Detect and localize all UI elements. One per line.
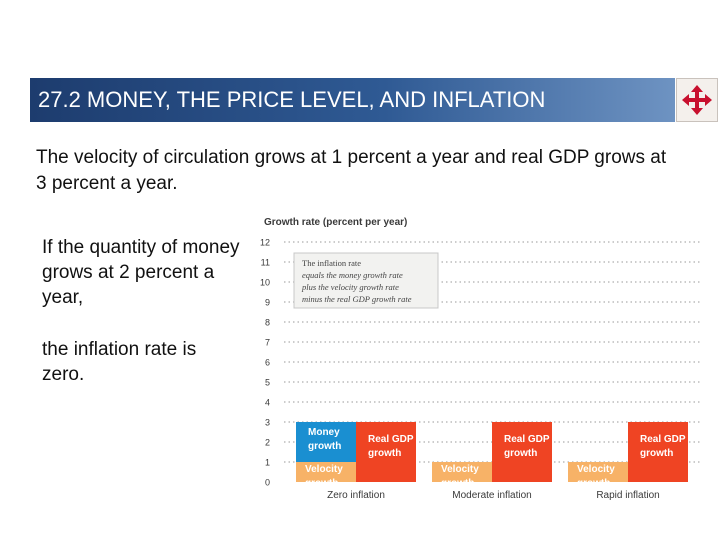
bar-money-growth xyxy=(296,422,356,462)
category-label: Rapid inflation xyxy=(596,490,659,501)
bar-label-velocity: Velocity xyxy=(305,464,343,475)
bar-real-gdp-growth xyxy=(356,422,416,482)
y-tick-label: 1 xyxy=(265,458,270,468)
bar-label-money: growth xyxy=(308,441,341,452)
move-arrows-icon[interactable] xyxy=(676,78,718,122)
y-tick-label: 6 xyxy=(265,358,270,368)
y-tick-label: 12 xyxy=(260,238,270,248)
bar-label-real-gdp: growth xyxy=(504,448,537,459)
bar-label-velocity: Velocity xyxy=(577,464,615,475)
annotation-box xyxy=(293,252,439,309)
bar-label-real-gdp: Real GDP xyxy=(368,434,414,445)
y-tick-label: 11 xyxy=(261,258,270,268)
bar-label-velocity: growth xyxy=(441,478,474,489)
growth-rate-chart: Growth rate (percent per year)0123456789… xyxy=(260,217,702,501)
y-tick-label: 9 xyxy=(265,298,270,308)
annotation-line: equals the money growth rate xyxy=(302,270,403,280)
annotation-line: plus the velocity growth rate xyxy=(301,282,399,292)
bar-label-real-gdp: growth xyxy=(640,448,673,459)
bar-label-velocity: growth xyxy=(305,478,338,489)
bar-velocity-growth xyxy=(568,462,628,482)
y-tick-label: 2 xyxy=(265,438,270,448)
y-tick-label: 7 xyxy=(265,338,270,348)
slide-title: 27.2 MONEY, THE PRICE LEVEL, AND INFLATI… xyxy=(30,78,675,122)
side-text-inflation-result: the inflation rate is zero. xyxy=(42,339,197,385)
annotation-line: minus the real GDP growth rate xyxy=(302,294,412,304)
y-tick-label: 10 xyxy=(260,278,270,288)
y-tick-label: 3 xyxy=(265,418,270,428)
category-label: Moderate inflation xyxy=(452,490,532,501)
annotation-line: The inflation rate xyxy=(302,258,361,268)
y-tick-label: 5 xyxy=(265,378,270,388)
intro-text: The velocity of circulation grows at 1 p… xyxy=(36,147,667,194)
side-text-money-growth: If the quantity of money grows at 2 perc… xyxy=(42,237,240,308)
category-label: Zero inflation xyxy=(327,490,385,501)
y-tick-label: 8 xyxy=(265,318,270,328)
y-axis-title: Growth rate (percent per year) xyxy=(264,217,407,228)
bar-velocity-growth xyxy=(432,462,492,482)
bar-velocity-growth xyxy=(296,462,356,482)
y-tick-label: 0 xyxy=(265,478,270,488)
bar-real-gdp-growth xyxy=(492,422,552,482)
bar-real-gdp-growth xyxy=(628,422,688,482)
bar-label-velocity: Velocity xyxy=(441,464,479,475)
bar-label-real-gdp: growth xyxy=(368,448,401,459)
bar-label-real-gdp: Real GDP xyxy=(504,434,550,445)
y-tick-label: 4 xyxy=(265,398,270,408)
bar-label-real-gdp: Real GDP xyxy=(640,434,686,445)
bar-label-money: Money xyxy=(308,427,340,438)
bar-label-velocity: growth xyxy=(577,478,610,489)
move-arrows-glyph xyxy=(682,85,712,115)
